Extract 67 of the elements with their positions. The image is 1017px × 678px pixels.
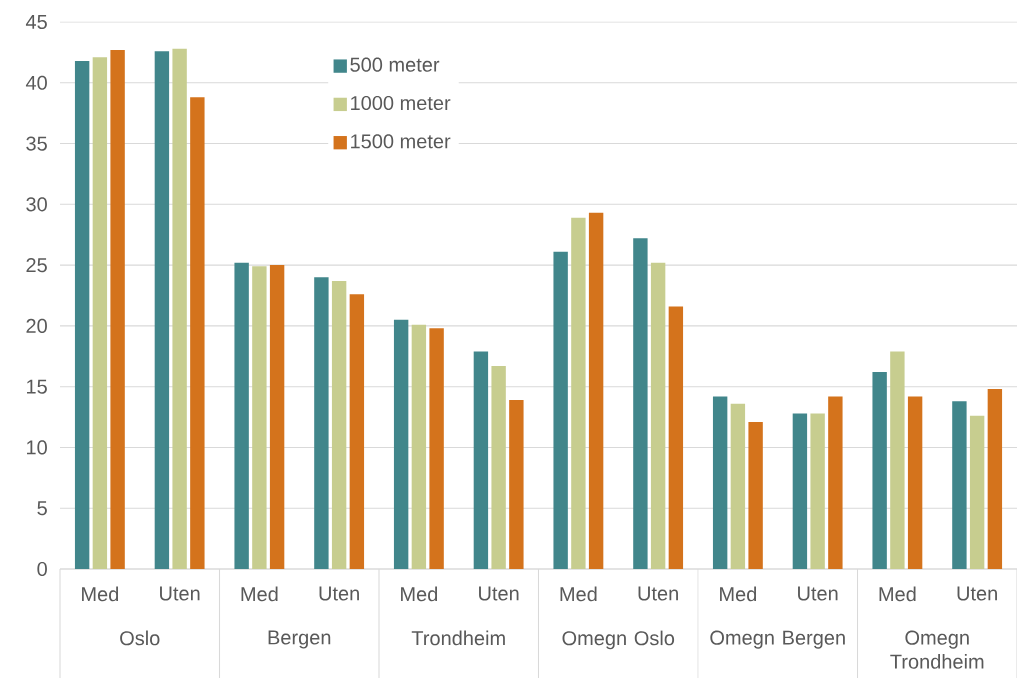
bar: [907, 396, 923, 569]
text: Bergen: [268, 630, 331, 649]
bar: [828, 396, 843, 569]
y-tick-label: 0: [37, 561, 47, 577]
bar: [987, 389, 1003, 569]
x-tick-label: Uten: [798, 586, 838, 601]
x-tick-label: Med: [560, 586, 597, 602]
y-tick-label: 25: [26, 258, 47, 273]
bar: [92, 57, 108, 569]
bar: [473, 351, 489, 569]
legend-label: 1500 meter: [351, 134, 451, 149]
bar: [349, 294, 365, 569]
bar: [190, 97, 205, 569]
text: Omegn Trondheim: [890, 630, 984, 669]
bar: [730, 403, 746, 569]
bar: [393, 319, 409, 569]
y-tick-label: 40: [25, 75, 47, 90]
bar: [633, 238, 648, 569]
y-tick-label: 45: [25, 15, 47, 29]
x-tick-label: Uten: [479, 586, 519, 601]
x-tick-label: Uten: [957, 586, 997, 601]
bar: [269, 265, 285, 569]
y-tick-label: 20: [26, 318, 47, 333]
bar: [588, 212, 604, 569]
bar: [154, 51, 170, 569]
x-tick-label: Med: [241, 586, 278, 602]
bar: [172, 48, 187, 569]
bar: [110, 49, 125, 569]
y-tick-label: 35: [26, 136, 47, 151]
bar: [810, 413, 825, 569]
x-tick-label: Uten: [160, 586, 200, 601]
bar: [571, 217, 586, 569]
bar: [234, 262, 249, 569]
text: Trondheim: [411, 630, 505, 646]
bar: [509, 400, 524, 569]
text: Omegn Oslo: [562, 630, 675, 650]
y-tick-label: 5: [37, 501, 47, 516]
x-tick-label: Med: [401, 586, 438, 602]
bar: [872, 372, 887, 569]
y-tick-label: 10: [27, 440, 47, 455]
legend-label: 500 meter: [350, 57, 440, 72]
bar: [969, 415, 985, 569]
bar: [668, 306, 684, 569]
bar: [429, 328, 444, 569]
x-tick-label: Med: [82, 586, 119, 602]
bar: [74, 60, 90, 569]
bar: [712, 396, 728, 569]
x-tick-label: Uten: [638, 586, 678, 601]
legend-label: 1000 meter: [351, 95, 451, 111]
text: Oslo: [120, 630, 160, 646]
bar: [252, 266, 267, 569]
y-tick-label: 30: [26, 197, 47, 212]
x-tick-label: Med: [720, 586, 757, 602]
bar: [748, 421, 763, 569]
text: Omegn Bergen: [710, 630, 845, 649]
bar: [411, 324, 427, 569]
bar: [491, 366, 506, 569]
bar: [650, 262, 666, 569]
x-tick-label: Med: [879, 586, 916, 602]
x-tick-label: Uten: [319, 586, 359, 601]
bar: [331, 280, 347, 569]
bar: [792, 413, 808, 569]
bar: [314, 277, 329, 569]
bar: [952, 401, 967, 569]
bar: [553, 251, 568, 569]
bar: [890, 351, 905, 569]
y-tick-label: 15: [27, 379, 47, 394]
